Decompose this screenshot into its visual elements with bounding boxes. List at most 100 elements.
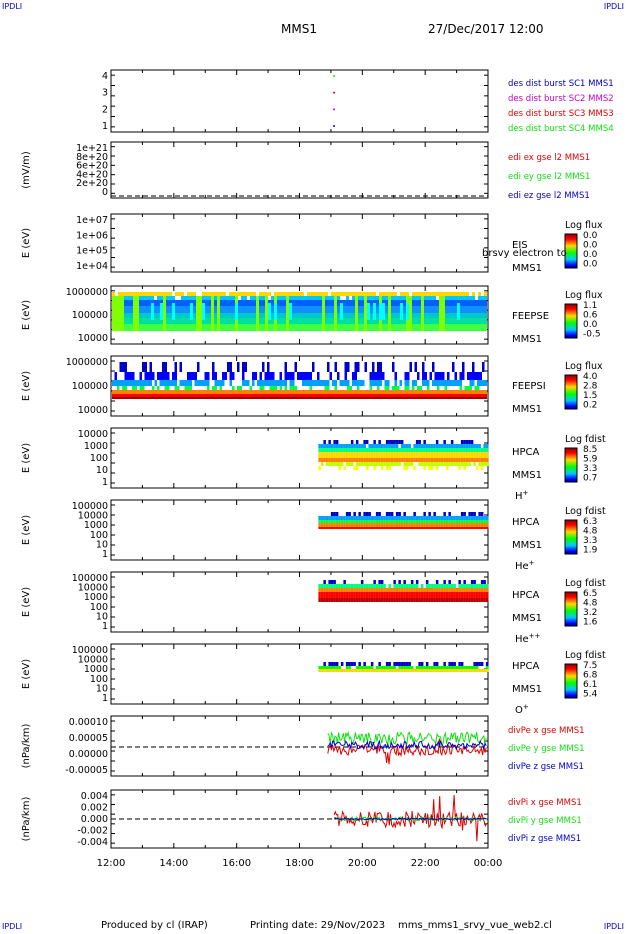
spectrogram-pixel xyxy=(382,318,385,324)
spectrogram-pixel xyxy=(460,440,464,444)
spacecraft-label: MMS1 xyxy=(512,334,542,345)
spectrogram-pixel xyxy=(232,324,235,331)
spectrogram-pixel xyxy=(403,313,406,318)
spectrogram-pixel xyxy=(294,362,297,372)
spectrogram-pixel xyxy=(149,362,152,372)
spectrogram-pixel xyxy=(440,462,444,466)
spectrogram-pixel xyxy=(475,458,479,462)
spectrogram-pixel xyxy=(400,662,404,666)
spectrogram-pixel xyxy=(124,386,127,390)
spectrogram-pixel xyxy=(427,390,430,394)
spectrogram-pixel xyxy=(438,523,441,527)
spectrogram-pixel xyxy=(304,397,307,399)
spectrogram-pixel xyxy=(334,362,337,372)
spectrogram-pixel xyxy=(133,292,136,296)
spectrogram-pixel xyxy=(229,324,232,331)
spectrogram-pixel xyxy=(317,397,320,399)
spectrogram-pixel xyxy=(212,390,215,394)
spectrogram-pixel xyxy=(454,313,457,318)
y-tick-label: 1000 xyxy=(84,592,108,603)
spectrogram-pixel xyxy=(324,390,327,394)
species-label: O+ xyxy=(515,703,529,716)
spectrogram-pixel xyxy=(472,324,475,331)
spectrogram-pixel xyxy=(472,397,475,399)
spectrogram-pixel xyxy=(229,380,232,386)
spectrogram-pixel xyxy=(184,380,187,386)
spectrogram-pixel xyxy=(301,318,304,324)
spectrogram-pixel xyxy=(262,397,265,399)
spectrogram-pixel xyxy=(410,516,414,520)
spectrogram-pixel xyxy=(307,324,310,331)
spectrogram-pixel xyxy=(328,458,331,462)
spectrogram-pixel xyxy=(325,313,328,318)
spectrogram-pixel xyxy=(360,462,364,466)
spectrogram-pixel xyxy=(247,306,250,313)
spectrogram-pixel xyxy=(408,669,411,672)
spectrogram-pixel xyxy=(455,462,459,466)
spectrogram-pixel xyxy=(272,390,275,394)
spectrogram-pixel xyxy=(420,588,424,592)
spectrogram-pixel xyxy=(134,386,137,390)
spectrogram-pixel xyxy=(355,444,359,448)
spectrogram-pixel xyxy=(179,380,182,386)
spectrogram-pixel xyxy=(425,666,429,669)
y-axis-label: E (eV) xyxy=(21,228,32,258)
spectrogram-pixel xyxy=(232,300,235,306)
spectrogram-pixel xyxy=(420,598,424,602)
spectrogram-pixel xyxy=(472,306,475,313)
legend-entry: divPi x gse MMS1 xyxy=(508,798,582,808)
spectrogram-pixel xyxy=(413,458,416,462)
spectrogram-pixel xyxy=(348,527,351,529)
spectrogram-pixel xyxy=(340,292,343,296)
y-tick-label: 0.00000 xyxy=(69,749,108,760)
spectrogram-pixel xyxy=(427,313,430,318)
spectrogram-pixel xyxy=(237,390,240,394)
spectrogram-pixel xyxy=(172,394,175,397)
spectrogram-pixel xyxy=(394,300,397,306)
spectrogram-pixel xyxy=(316,324,319,331)
spectrogram-pixel xyxy=(187,313,190,318)
spectrogram-pixel xyxy=(166,306,169,313)
spectrogram-pixel xyxy=(329,397,332,399)
spectrogram-pixel xyxy=(360,458,364,462)
spectrogram-pixel xyxy=(482,397,485,399)
spectrogram-pixel xyxy=(410,584,414,588)
spectrogram-pixel xyxy=(117,397,120,399)
spectrogram-pixel xyxy=(375,512,379,516)
spectrogram-pixel xyxy=(475,666,479,669)
spectrogram-pixel xyxy=(432,390,435,394)
spectrogram-pixel xyxy=(372,394,375,397)
spectrogram-pixel xyxy=(457,397,460,399)
spectrogram-pixel xyxy=(217,380,220,386)
spectrogram-pixel xyxy=(375,592,379,598)
spectrogram-pixel xyxy=(453,462,456,466)
spectrogram-pixel xyxy=(388,584,391,588)
spectrogram-pixel xyxy=(472,292,475,296)
spectrogram-pixel xyxy=(320,598,324,602)
spectrogram-pixel xyxy=(445,584,449,588)
spectrogram-pixel xyxy=(353,452,356,458)
spectrogram-pixel xyxy=(325,444,329,448)
spectrogram-pixel xyxy=(229,394,232,397)
spectrogram-pixel xyxy=(208,300,211,306)
spectrogram-pixel xyxy=(319,306,322,313)
spectrogram-pixel xyxy=(337,292,340,296)
spectrogram-pixel xyxy=(280,306,283,313)
spectrogram-pixel xyxy=(229,318,232,324)
spectrogram-pixel xyxy=(312,362,315,372)
spectrogram-pixel xyxy=(294,394,297,397)
spectrogram-pixel xyxy=(362,390,365,394)
spectrogram-pixel xyxy=(400,666,404,669)
spectrogram-pixel xyxy=(455,458,459,462)
spectrogram-pixel xyxy=(367,303,370,320)
spectrogram-pixel xyxy=(145,292,148,296)
spectrogram-pixel xyxy=(327,380,330,386)
spectrogram-pixel xyxy=(249,394,252,397)
spectrogram-pixel xyxy=(460,523,464,527)
spectrogram-pixel xyxy=(355,448,359,452)
spectrogram-pixel xyxy=(167,394,170,397)
spectrogram-pixel xyxy=(132,397,135,399)
spectrogram-pixel xyxy=(330,512,334,516)
spectrogram-pixel xyxy=(338,466,341,470)
spectrogram-pixel xyxy=(447,390,450,394)
